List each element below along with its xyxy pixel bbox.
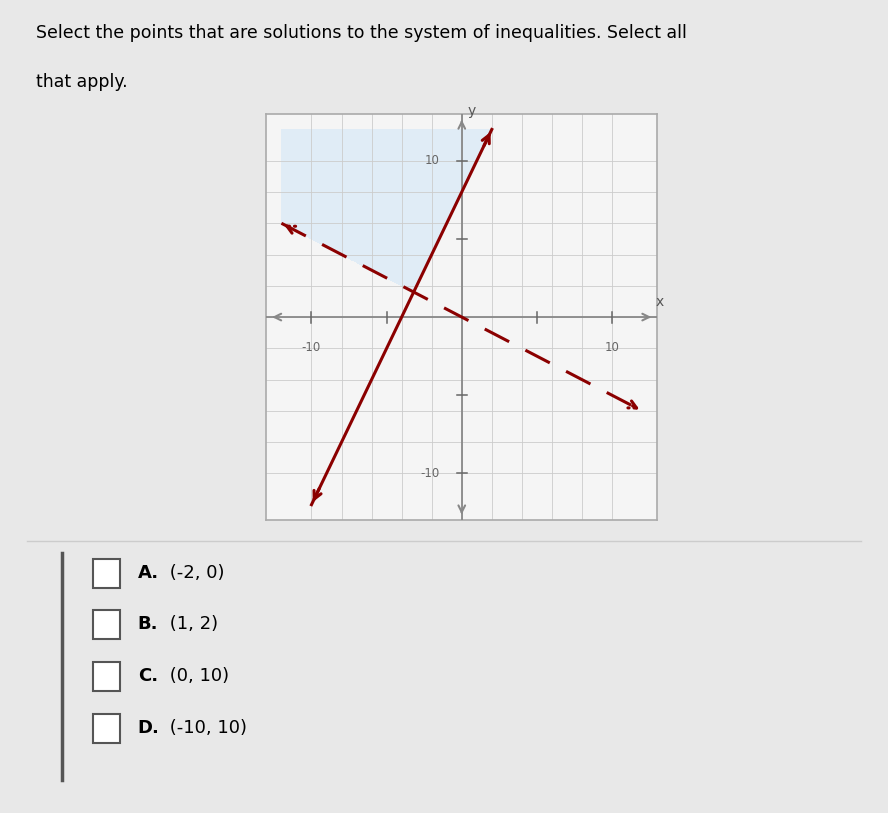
Text: 10: 10 [424, 154, 440, 167]
Text: D.: D. [138, 720, 160, 737]
Text: x: x [656, 295, 664, 309]
Text: (0, 10): (0, 10) [164, 667, 229, 685]
Text: A.: A. [138, 564, 159, 582]
Text: -10: -10 [420, 467, 440, 480]
Text: (1, 2): (1, 2) [164, 615, 218, 633]
Text: y: y [468, 104, 476, 118]
Text: B.: B. [138, 615, 158, 633]
Text: C.: C. [138, 667, 158, 685]
Text: 10: 10 [605, 341, 620, 354]
Text: that apply.: that apply. [36, 73, 127, 91]
Text: Select the points that are solutions to the system of inequalities. Select all: Select the points that are solutions to … [36, 24, 686, 42]
Text: -10: -10 [302, 341, 321, 354]
Text: (-10, 10): (-10, 10) [164, 720, 247, 737]
Text: (-2, 0): (-2, 0) [164, 564, 225, 582]
